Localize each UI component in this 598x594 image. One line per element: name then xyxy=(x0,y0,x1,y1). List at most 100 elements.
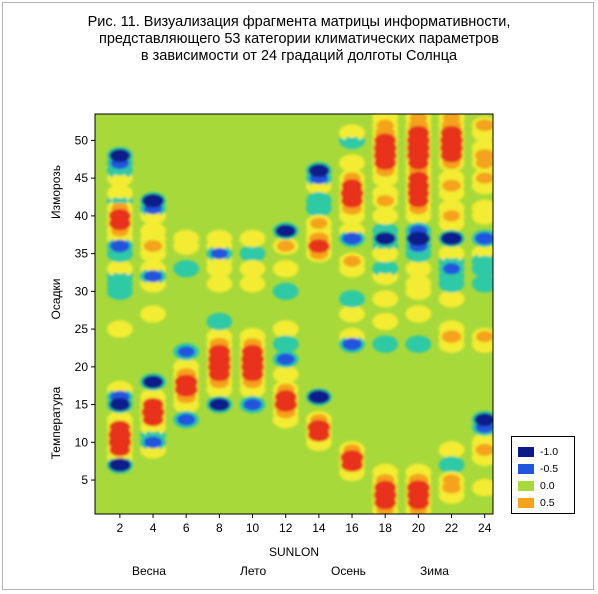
heatmap-cell xyxy=(407,178,430,193)
heatmap-cell xyxy=(477,278,493,289)
heatmap-cell xyxy=(208,398,230,412)
heatmap-cell xyxy=(406,480,430,495)
heatmap-cell xyxy=(207,352,231,367)
title-line-1: Рис. 11. Визуализация фрагмента матрицы … xyxy=(87,14,511,30)
heatmap-cell xyxy=(442,179,461,192)
heatmap-cell xyxy=(276,353,295,366)
heatmap-cell xyxy=(112,263,128,274)
heatmap-cell xyxy=(277,240,295,252)
heatmap-cell xyxy=(374,231,396,246)
legend-swatch-neg05 xyxy=(518,464,534,474)
y-tick-label: 45 xyxy=(75,171,89,185)
heatmap-cell xyxy=(477,482,493,493)
y-tick-label: 15 xyxy=(75,398,89,412)
heatmap-cell xyxy=(475,119,493,132)
heatmap-cell xyxy=(211,233,227,244)
heatmap-cell xyxy=(443,459,460,470)
heatmap-cell xyxy=(411,309,426,319)
heatmap-cell xyxy=(443,248,460,259)
heatmap-cell xyxy=(442,210,461,222)
heatmap-cell xyxy=(143,240,163,253)
x-axis: 2 4 6 8 10 12 14 16 18 20 22 24 xyxy=(117,514,492,535)
heatmap-cell xyxy=(474,413,493,427)
y-tick-label: 5 xyxy=(81,473,88,487)
heatmap-cell xyxy=(376,195,394,207)
heatmap-cell xyxy=(244,263,261,275)
heatmap-cell xyxy=(342,232,362,245)
heatmap-cell xyxy=(406,133,430,148)
x-group-winter: Зима xyxy=(420,564,449,578)
heatmap-cell xyxy=(477,263,493,274)
heatmap-cell xyxy=(244,233,261,244)
y-tick-label: 30 xyxy=(75,284,89,298)
heatmap-cell xyxy=(178,233,194,244)
heatmap-cell xyxy=(109,398,131,412)
heatmap-cell xyxy=(143,270,163,283)
x-tick-label: 8 xyxy=(216,521,223,535)
legend-swatch-zero xyxy=(518,481,534,491)
legend: -1.0 -0.5 0.0 0.5 xyxy=(511,436,575,514)
heatmap-cell xyxy=(476,255,493,267)
heatmap-cell xyxy=(340,186,364,201)
heatmap-cell xyxy=(444,445,459,455)
heatmap-cell xyxy=(311,203,327,214)
x-tick-label: 18 xyxy=(379,521,393,535)
heatmap-cell xyxy=(344,158,360,169)
heatmap-cell xyxy=(377,293,393,304)
heatmap-cell xyxy=(377,271,393,282)
y-tick-label: 20 xyxy=(75,360,89,374)
heatmap-cell xyxy=(112,188,128,199)
legend-label-neg05: -0.5 xyxy=(540,463,559,475)
heatmap-cell xyxy=(112,173,128,184)
heatmap-cell xyxy=(244,278,261,289)
heatmap-cell xyxy=(410,278,426,289)
heatmap-cell xyxy=(174,374,198,390)
legend-label-zero: 0.0 xyxy=(540,480,555,492)
heatmap-cell xyxy=(440,231,463,246)
heatmap-cell xyxy=(475,443,493,456)
title-line-3: в зависимости от 24 градаций долготы Сол… xyxy=(140,48,458,64)
heatmap-cell xyxy=(110,239,130,253)
heatmap-cell xyxy=(277,263,294,275)
heatmap-cell xyxy=(441,330,462,343)
heatmap-cell xyxy=(308,164,330,178)
legend-label-neg1: -1.0 xyxy=(540,446,559,458)
heatmap-cell xyxy=(145,225,161,237)
heatmap-cell xyxy=(373,487,397,503)
heatmap-cell xyxy=(274,397,298,412)
heatmap-cell xyxy=(476,172,493,184)
x-tick-label: 24 xyxy=(478,521,492,535)
heatmap-cell xyxy=(211,278,227,289)
heatmap-cell xyxy=(442,481,461,494)
heatmap-cell xyxy=(141,404,165,420)
x-tick-label: 2 xyxy=(117,521,124,535)
heatmap-cell xyxy=(177,346,195,358)
heatmap-cell xyxy=(210,247,229,260)
heatmap-cell xyxy=(406,231,430,246)
heatmap-cell xyxy=(343,255,361,267)
y-group-frost: Изморозь xyxy=(49,165,63,219)
heatmap-cell xyxy=(439,133,464,148)
heatmap-cell xyxy=(243,398,262,411)
heatmap-cell xyxy=(240,352,265,367)
y-tick-label: 25 xyxy=(75,322,89,336)
heatmap-cell xyxy=(146,309,161,319)
x-tick-label: 4 xyxy=(150,521,157,535)
x-tick-label: 12 xyxy=(279,521,293,535)
heatmap-cell xyxy=(143,436,163,449)
heatmap-cell xyxy=(176,413,196,426)
heatmap-cell xyxy=(345,309,360,319)
figure-frame xyxy=(2,2,594,590)
x-tick-label: 6 xyxy=(183,521,190,535)
y-group-precipitation: Осадки xyxy=(49,279,63,320)
heatmap-cell xyxy=(345,135,360,146)
heatmap-cell xyxy=(245,248,260,259)
heatmap-cell xyxy=(112,286,128,297)
y-tick-label: 35 xyxy=(75,247,89,261)
heatmap-cell xyxy=(275,224,297,238)
x-tick-label: 10 xyxy=(246,521,260,535)
heatmap-cell xyxy=(278,369,294,380)
heatmap-cell xyxy=(142,375,164,389)
heatmap-cell xyxy=(108,458,131,472)
